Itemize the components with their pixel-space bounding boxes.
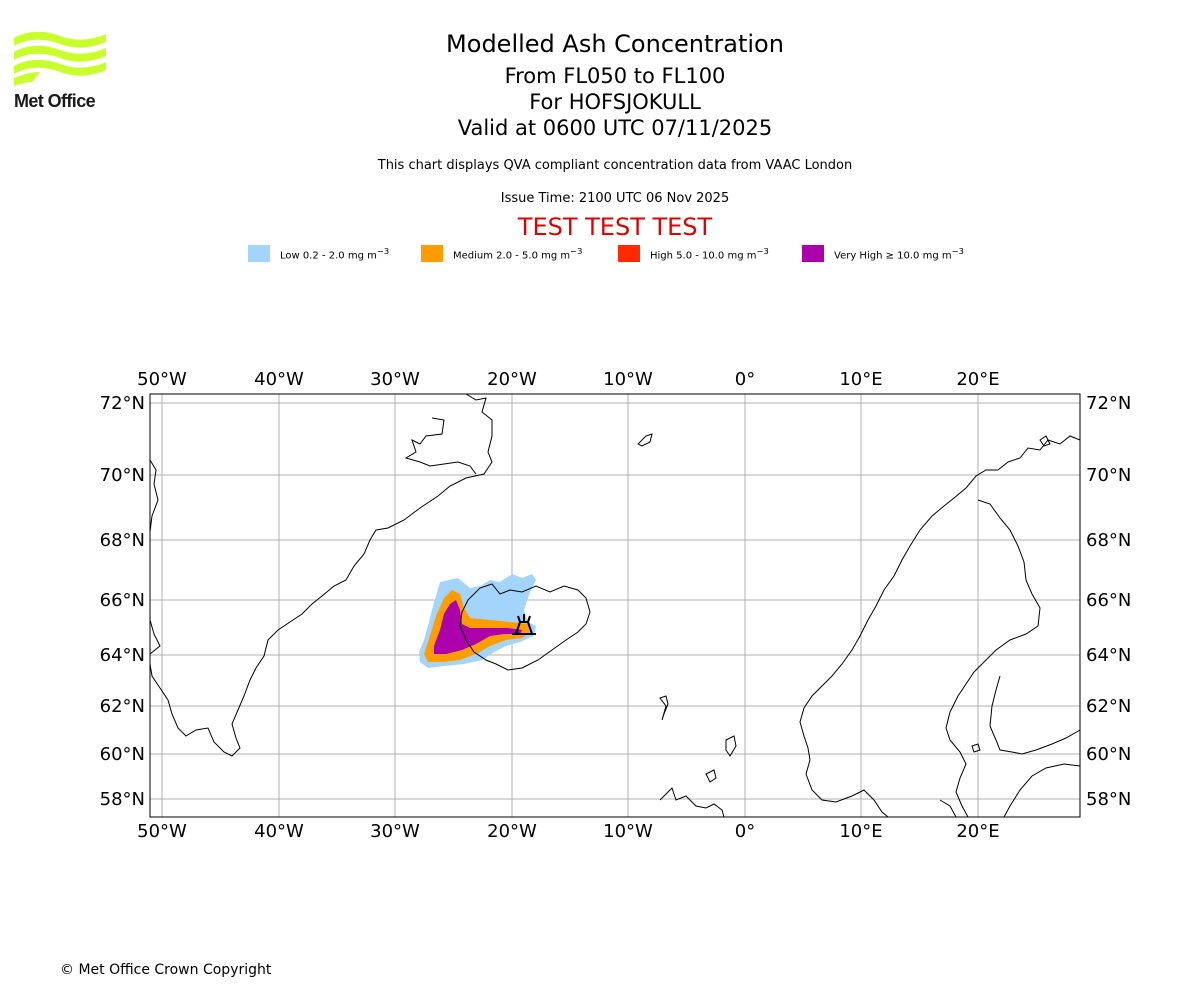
coast-greenland-ne <box>404 417 477 475</box>
lat-label-right: 68°N <box>1086 530 1131 551</box>
coast-svalbard-s <box>1039 435 1051 447</box>
lat-label-right: 66°N <box>1086 590 1131 611</box>
legend-swatch-medium <box>421 245 443 262</box>
lon-label-bottom: 30°W <box>370 821 420 842</box>
lat-label-right: 62°N <box>1086 696 1131 717</box>
chart-description: This chart displays QVA compliant concen… <box>377 158 853 173</box>
lat-labels-left: 72°N 70°N 68°N 66°N 64°N 62°N 60°N 58°N <box>100 393 145 810</box>
lon-label-top: 20°E <box>956 369 999 390</box>
coast-greenland <box>149 393 493 757</box>
lon-label-bottom: 40°W <box>254 821 304 842</box>
lon-label-top: 40°W <box>254 369 304 390</box>
lat-label-right: 60°N <box>1086 744 1131 765</box>
lon-label-bottom: 10°E <box>839 821 882 842</box>
test-banner: TEST TEST TEST <box>517 213 713 241</box>
legend-swatch-low <box>248 245 270 262</box>
coast-baltic <box>989 675 1081 755</box>
lat-label-left: 58°N <box>100 789 145 810</box>
coast-scotland <box>659 787 725 818</box>
lat-labels-right: 72°N 70°N 68°N 66°N 64°N 62°N 60°N 58°N <box>1086 393 1131 810</box>
coast-baltic-s <box>1003 763 1081 818</box>
coast-greenland-sw <box>149 619 161 655</box>
valid-time: Valid at 0600 UTC 07/11/2025 <box>457 116 773 140</box>
lon-labels-bottom: 50°W 40°W 30°W 20°W 10°W 0° 10°E 20°E <box>137 821 999 842</box>
ash-very-high-region <box>434 600 522 654</box>
coast-norway <box>799 435 1081 818</box>
map-gridlines <box>150 394 1080 817</box>
coast-iceland <box>459 583 591 671</box>
legend-label-high: High 5.0 - 10.0 mg m−3 <box>650 246 769 262</box>
lat-label-left: 68°N <box>100 530 145 551</box>
lon-label-bottom: 20°W <box>487 821 537 842</box>
lat-label-left: 66°N <box>100 590 145 611</box>
lat-label-left: 62°N <box>100 696 145 717</box>
lon-label-top: 10°E <box>839 369 882 390</box>
lon-label-top: 20°W <box>487 369 537 390</box>
lat-label-right: 72°N <box>1086 393 1131 414</box>
met-office-logo: Met Office <box>14 30 114 112</box>
copyright-notice: © Met Office Crown Copyright <box>60 962 272 978</box>
map-frame <box>149 393 1081 818</box>
legend-label-medium: Medium 2.0 - 5.0 mg m−3 <box>453 246 583 262</box>
lat-label-left: 60°N <box>100 744 145 765</box>
legend-label-low: Low 0.2 - 2.0 mg m−3 <box>280 246 390 262</box>
legend-swatch-very-high <box>802 245 824 262</box>
lon-label-top: 30°W <box>370 369 420 390</box>
concentration-legend: Low 0.2 - 2.0 mg m−3 Medium 2.0 - 5.0 mg… <box>0 244 1200 264</box>
coast-gotland <box>971 743 981 753</box>
lon-label-top: 10°W <box>603 369 653 390</box>
coast-faroes <box>659 695 669 721</box>
met-office-logo-text: Met Office <box>14 91 96 111</box>
lon-label-bottom: 20°E <box>956 821 999 842</box>
issue-time: Issue Time: 2100 UTC 06 Nov 2025 <box>500 191 730 206</box>
coast-greenland-w <box>149 459 159 533</box>
coast-denmark <box>939 799 957 818</box>
lat-label-left: 70°N <box>100 465 145 486</box>
legend-swatch-high <box>618 245 640 262</box>
volcano-name: For HOFSJOKULL <box>529 90 701 114</box>
met-office-waves-icon <box>14 31 106 86</box>
flight-level-range: From FL050 to FL100 <box>504 64 726 88</box>
coast-shetland <box>725 735 737 757</box>
lat-label-right: 70°N <box>1086 465 1131 486</box>
lat-label-right: 58°N <box>1086 789 1131 810</box>
volcano-marker-icon <box>512 614 536 635</box>
lat-label-left: 72°N <box>100 393 145 414</box>
ash-plume <box>419 574 536 668</box>
lon-label-bottom: 0° <box>735 821 755 842</box>
lon-labels-top: 50°W 40°W 30°W 20°W 10°W 0° 10°E 20°E <box>137 369 999 390</box>
coast-jan-mayen <box>637 433 653 447</box>
coast-orkney <box>705 769 717 783</box>
lat-label-left: 64°N <box>100 645 145 666</box>
lon-label-bottom: 50°W <box>137 821 187 842</box>
lat-label-right: 64°N <box>1086 645 1131 666</box>
coastlines <box>149 393 1081 818</box>
legend-label-very-high: Very High ≥ 10.0 mg m−3 <box>834 246 964 262</box>
chart-title: Modelled Ash Concentration <box>446 30 784 58</box>
lon-label-bottom: 10°W <box>603 821 653 842</box>
lon-label-top: 50°W <box>137 369 187 390</box>
lon-label-top: 0° <box>735 369 755 390</box>
coast-sweden <box>945 499 1041 818</box>
